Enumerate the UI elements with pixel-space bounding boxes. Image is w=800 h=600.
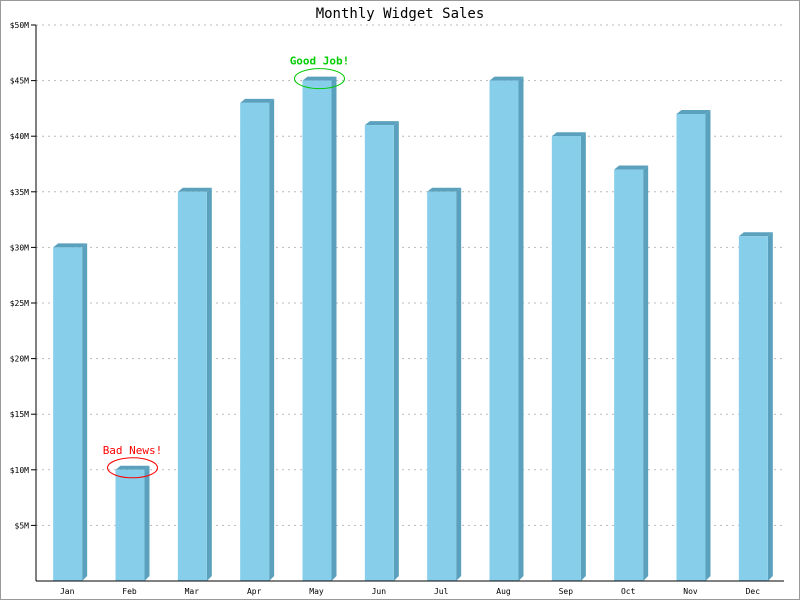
annotation-ellipse bbox=[294, 68, 345, 90]
y-tick-label: $40M bbox=[10, 132, 29, 141]
y-tick-label: $35M bbox=[10, 188, 29, 197]
bar-feb bbox=[115, 469, 145, 581]
x-tick-label: Jul bbox=[434, 587, 449, 596]
bar-jun bbox=[364, 125, 394, 581]
bar-side bbox=[206, 187, 212, 582]
annotation-label: Good Job! bbox=[290, 55, 350, 68]
bar-side bbox=[518, 76, 524, 581]
bar-top bbox=[302, 76, 337, 81]
bar-top bbox=[676, 109, 711, 114]
y-tick-label: $30M bbox=[10, 243, 29, 252]
bar-apr bbox=[240, 102, 270, 581]
bar-side bbox=[393, 121, 399, 581]
bar-side bbox=[456, 187, 462, 582]
x-tick-label: Apr bbox=[247, 587, 262, 596]
x-tick-label: Dec bbox=[746, 587, 761, 596]
bar-top bbox=[115, 465, 150, 470]
bar-top bbox=[427, 187, 462, 192]
bar-top bbox=[240, 98, 275, 103]
bar-top bbox=[177, 187, 212, 192]
bar-oct bbox=[614, 169, 644, 581]
chart-title: Monthly Widget Sales bbox=[316, 6, 485, 22]
bar-side bbox=[331, 76, 337, 581]
x-tick-label: Feb bbox=[122, 587, 137, 596]
bar-top bbox=[614, 165, 649, 170]
bar-mar bbox=[177, 191, 207, 582]
bar-top bbox=[738, 232, 773, 237]
y-tick-label: $45M bbox=[10, 77, 29, 86]
bar-side bbox=[144, 465, 150, 581]
bar-top bbox=[551, 132, 586, 137]
bar-jan bbox=[53, 247, 83, 581]
bar-side bbox=[643, 165, 649, 581]
bar-side bbox=[580, 132, 586, 581]
bar-dec bbox=[738, 236, 768, 581]
bar-sep bbox=[551, 136, 581, 581]
bar-top bbox=[53, 243, 88, 248]
bar-side bbox=[705, 109, 711, 582]
x-tick-label: Sep bbox=[559, 587, 574, 596]
x-tick-label: Nov bbox=[683, 587, 698, 596]
x-tick-label: Mar bbox=[185, 587, 200, 596]
y-tick-label: $5M bbox=[15, 521, 30, 530]
x-tick-label: Jun bbox=[372, 587, 387, 596]
x-tick-label: Jan bbox=[60, 587, 75, 596]
y-tick-label: $50M bbox=[10, 21, 29, 30]
bar-jul bbox=[427, 191, 457, 582]
y-tick-label: $25M bbox=[10, 299, 29, 308]
x-tick-label: May bbox=[309, 587, 324, 596]
bar-side bbox=[82, 243, 88, 581]
y-tick-label: $10M bbox=[10, 466, 29, 475]
bar-nov bbox=[676, 113, 706, 582]
x-tick-label: Aug bbox=[496, 587, 511, 596]
bar-top bbox=[489, 76, 524, 81]
bar-may bbox=[302, 80, 332, 581]
y-tick-label: $20M bbox=[10, 355, 29, 364]
annotation-label: Bad News! bbox=[103, 444, 163, 457]
x-tick-label: Oct bbox=[621, 587, 636, 596]
bar-aug bbox=[489, 80, 519, 581]
bar-top bbox=[364, 121, 399, 126]
bar-side bbox=[269, 98, 275, 581]
bar-side bbox=[767, 232, 773, 581]
annotation-ellipse bbox=[107, 457, 158, 479]
y-tick-label: $15M bbox=[10, 410, 29, 419]
